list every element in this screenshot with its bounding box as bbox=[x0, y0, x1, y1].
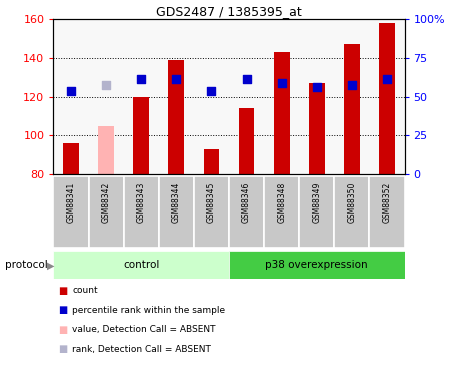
Bar bbox=[239, 108, 254, 174]
Point bbox=[313, 84, 320, 90]
Text: GSM88343: GSM88343 bbox=[137, 182, 146, 224]
Text: count: count bbox=[72, 286, 98, 295]
Text: GSM88349: GSM88349 bbox=[312, 182, 321, 224]
Text: ■: ■ bbox=[58, 344, 67, 354]
Point bbox=[138, 76, 145, 82]
Point bbox=[67, 88, 75, 94]
Point bbox=[208, 88, 215, 94]
Bar bbox=[98, 126, 114, 174]
Point bbox=[383, 76, 391, 82]
Bar bbox=[229, 176, 264, 248]
Point bbox=[278, 80, 286, 86]
Bar bbox=[88, 176, 124, 248]
Point bbox=[243, 76, 250, 82]
Text: p38 overexpression: p38 overexpression bbox=[266, 260, 368, 270]
Text: GSM88344: GSM88344 bbox=[172, 182, 181, 224]
Text: percentile rank within the sample: percentile rank within the sample bbox=[72, 306, 225, 315]
Text: GSM88348: GSM88348 bbox=[277, 182, 286, 223]
Text: GSM88352: GSM88352 bbox=[383, 182, 392, 223]
Text: GSM88341: GSM88341 bbox=[66, 182, 75, 223]
Point bbox=[348, 82, 356, 88]
Text: value, Detection Call = ABSENT: value, Detection Call = ABSENT bbox=[72, 325, 216, 334]
Bar bbox=[53, 176, 88, 248]
Bar bbox=[168, 60, 184, 174]
Text: control: control bbox=[123, 260, 159, 270]
Text: ■: ■ bbox=[58, 286, 67, 296]
Bar bbox=[369, 176, 405, 248]
Text: GSM88342: GSM88342 bbox=[102, 182, 111, 223]
Bar bbox=[344, 44, 360, 174]
Bar bbox=[159, 176, 194, 248]
Bar bbox=[194, 176, 229, 248]
Text: ▶: ▶ bbox=[46, 260, 54, 270]
Bar bbox=[264, 176, 299, 248]
Text: protocol: protocol bbox=[5, 260, 47, 270]
Bar bbox=[133, 97, 149, 174]
Text: GSM88350: GSM88350 bbox=[347, 182, 356, 224]
Bar bbox=[299, 176, 334, 248]
Text: ■: ■ bbox=[58, 325, 67, 334]
Bar bbox=[309, 83, 325, 174]
Point bbox=[102, 82, 110, 88]
Text: ■: ■ bbox=[58, 305, 67, 315]
Bar bbox=[379, 22, 395, 174]
Bar bbox=[63, 143, 79, 174]
Bar bbox=[229, 251, 405, 279]
Bar bbox=[204, 149, 219, 174]
Title: GDS2487 / 1385395_at: GDS2487 / 1385395_at bbox=[156, 4, 302, 18]
Bar bbox=[53, 251, 229, 279]
Bar bbox=[124, 176, 159, 248]
Bar bbox=[334, 176, 370, 248]
Text: GSM88346: GSM88346 bbox=[242, 182, 251, 224]
Text: rank, Detection Call = ABSENT: rank, Detection Call = ABSENT bbox=[72, 345, 211, 354]
Text: GSM88345: GSM88345 bbox=[207, 182, 216, 224]
Point bbox=[173, 76, 180, 82]
Bar bbox=[274, 52, 290, 174]
